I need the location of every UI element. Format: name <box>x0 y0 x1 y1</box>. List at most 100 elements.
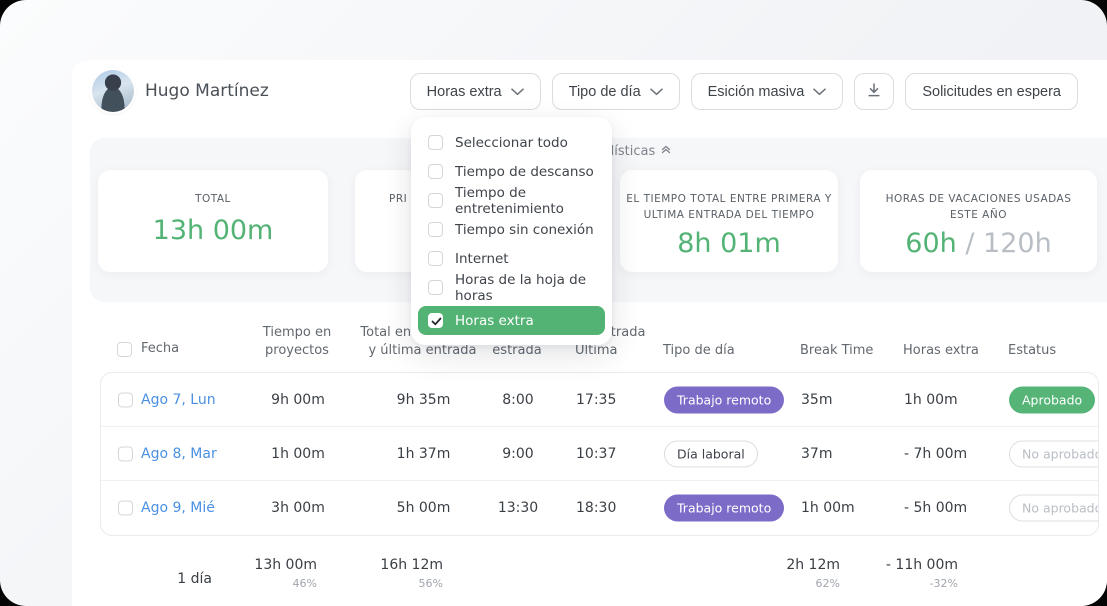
header-tiempo-proyectos: Tiempo en proyectos <box>237 324 357 360</box>
solicitudes-label: Solicitudes en espera <box>922 83 1061 100</box>
row-primera: 8:00 <box>502 391 534 408</box>
status-badge[interactable]: Aprobado <box>1009 386 1096 413</box>
header-proyectos-line1: Tiempo en <box>262 325 332 340</box>
filter-horas-extra-button[interactable]: Horas extra <box>409 73 541 110</box>
dropdown-item-label: Horas de la hoja de horas <box>455 271 587 304</box>
main-panel: Hugo Martínez Horas extra Tipo de día Es… <box>72 60 1107 606</box>
row-primera: 13:30 <box>497 500 539 516</box>
row-proyectos: 3h 00m <box>271 500 325 516</box>
dropdown-item-internet[interactable]: Internet <box>411 244 612 273</box>
day-type-badge[interactable]: Día laboral <box>664 440 758 467</box>
stat-card-vacaciones-value: 60h / 120h <box>860 228 1097 259</box>
status-badge[interactable]: No aprobado <box>1009 440 1098 467</box>
row-break: 35m <box>801 391 833 408</box>
dropdown-item-label: Horas extra <box>455 312 534 329</box>
table-row: Ago 8, Mar 1h 00m 1h 37m 9:00 10:37 Día … <box>101 427 1098 481</box>
day-type-badge[interactable]: Trabajo remoto <box>664 386 785 413</box>
chevrons-up-icon <box>660 143 672 159</box>
stat-card-vacaciones-label-line1: HORAS DE VACACIONES USADAS <box>885 193 1072 205</box>
dropdown-item-label: Internet <box>455 250 509 267</box>
summary-break: 2h 12m 62% <box>770 557 840 590</box>
download-icon <box>866 82 882 102</box>
table-row: Ago 9, Mié 3h 00m 5h 00m 13:30 18:30 Tra… <box>101 481 1098 535</box>
solicitudes-en-espera-button[interactable]: Solicitudes en espera <box>905 73 1078 110</box>
stat-card-vacaciones: HORAS DE VACACIONES USADAS ESTE AÑO 60h … <box>860 170 1097 272</box>
stat-card-total-value: 13h 00m <box>152 215 274 247</box>
day-type-badge[interactable]: Trabajo remoto <box>664 494 785 522</box>
summary-proyectos: 13h 00m 46% <box>237 557 317 590</box>
header-horas-extra: Horas extra <box>903 343 979 358</box>
stat-card-total-label: TOTAL <box>195 193 231 205</box>
avatar <box>92 70 134 112</box>
header-primera-line2: estrada <box>492 343 542 358</box>
row-extra: - 7h 00m <box>904 445 968 462</box>
row-extra: 1h 00m <box>904 391 958 408</box>
summary-total-pct: 56% <box>418 577 443 590</box>
vacaciones-total: 120h <box>983 227 1052 259</box>
row-break: 37m <box>801 445 833 462</box>
edicion-masiva-button[interactable]: Esición masiva <box>690 73 844 110</box>
row-date-link[interactable]: Ago 9, Mié <box>141 500 215 516</box>
vacaciones-used: 60h <box>905 227 957 259</box>
stat-card-vacaciones-label-line2: ESTE AÑO <box>950 209 1007 222</box>
checkbox[interactable] <box>428 251 443 266</box>
chevron-down-icon <box>510 84 524 100</box>
summary-days: 1 día <box>177 571 212 587</box>
checkbox[interactable] <box>428 135 443 150</box>
user-name: Hugo Martínez <box>145 81 269 101</box>
checkbox-checked[interactable] <box>428 313 443 328</box>
select-all-checkbox[interactable] <box>117 341 132 357</box>
summary-extra-pct: -32% <box>929 577 958 590</box>
dropdown-item-seleccionar-todo[interactable]: Seleccionar todo <box>411 128 612 157</box>
header-fecha-label: Fecha <box>141 341 180 356</box>
chevron-down-icon <box>813 84 827 100</box>
summary-proyectos-pct: 46% <box>292 577 317 590</box>
dropdown-item-horas-extra-selected[interactable]: Horas extra <box>418 306 605 335</box>
vacaciones-separator: / <box>965 227 975 259</box>
stat-card-tiempo-label-line2: ULTIMA ENTRADA DEL TIEMPO <box>643 209 815 222</box>
dropdown-item-tiempo-sin-conexion[interactable]: Tiempo sin conexión <box>411 215 612 244</box>
dropdown-item-label: Seleccionar todo <box>455 134 568 151</box>
row-checkbox[interactable] <box>118 500 133 516</box>
filter-tipo-de-dia-label: Tipo de día <box>568 83 641 100</box>
row-proyectos: 1h 00m <box>271 445 325 462</box>
table-row: Ago 7, Lun 9h 00m 9h 35m 8:00 17:35 Trab… <box>101 373 1098 427</box>
table-summary-row: 1 día 13h 00m 46% 16h 12m 56% 2h 12m 62%… <box>100 545 1099 606</box>
summary-break-pct: 62% <box>815 577 840 590</box>
row-total: 5h 00m <box>396 500 451 516</box>
row-ultima: 18:30 <box>576 500 617 516</box>
summary-break-value: 2h 12m <box>786 557 840 573</box>
row-total: 9h 35m <box>396 391 451 408</box>
stat-card-tiempo-value: 8h 01m <box>677 227 781 259</box>
dropdown-item-horas-hoja[interactable]: Horas de la hoja de horas <box>411 271 612 304</box>
summary-extra: - 11h 00m -32% <box>868 557 958 590</box>
checkbox[interactable] <box>428 164 443 179</box>
row-date-link[interactable]: Ago 7, Lun <box>141 391 216 408</box>
row-primera: 9:00 <box>502 445 534 462</box>
dropdown-item-tiempo-descanso[interactable]: Tiempo de descanso <box>411 157 612 186</box>
row-total: 1h 37m <box>396 445 451 462</box>
download-button[interactable] <box>854 73 895 110</box>
row-ultima: 17:35 <box>576 391 617 408</box>
table-body: Ago 7, Lun 9h 00m 9h 35m 8:00 17:35 Trab… <box>100 372 1099 536</box>
summary-total: 16h 12m 56% <box>363 557 443 590</box>
filter-tipo-de-dia-button[interactable]: Tipo de día <box>551 73 680 110</box>
row-date-link[interactable]: Ago 8, Mar <box>141 445 217 462</box>
stat-card-partial-label: PRI <box>389 193 408 205</box>
header-tipo-de-dia: Tipo de día <box>663 343 735 358</box>
header-break-time: Break Time <box>800 343 874 358</box>
horas-extra-dropdown-menu: Seleccionar todo Tiempo de descanso Tiem… <box>411 117 612 345</box>
header-total-line2: y última entrada <box>368 343 477 358</box>
toolbar: Horas extra Tipo de día Esición masiva S… <box>409 73 1078 110</box>
checkbox[interactable] <box>428 280 443 295</box>
dropdown-item-tiempo-entretenimiento[interactable]: Tiempo de entretenimiento <box>411 185 612 217</box>
checkbox[interactable] <box>428 193 443 208</box>
edicion-masiva-label: Esición masiva <box>707 83 805 100</box>
row-checkbox[interactable] <box>118 446 133 461</box>
status-badge[interactable]: No aprobado <box>1009 494 1098 522</box>
summary-proyectos-value: 13h 00m <box>254 557 317 573</box>
row-checkbox[interactable] <box>118 392 133 407</box>
checkbox[interactable] <box>428 222 443 237</box>
